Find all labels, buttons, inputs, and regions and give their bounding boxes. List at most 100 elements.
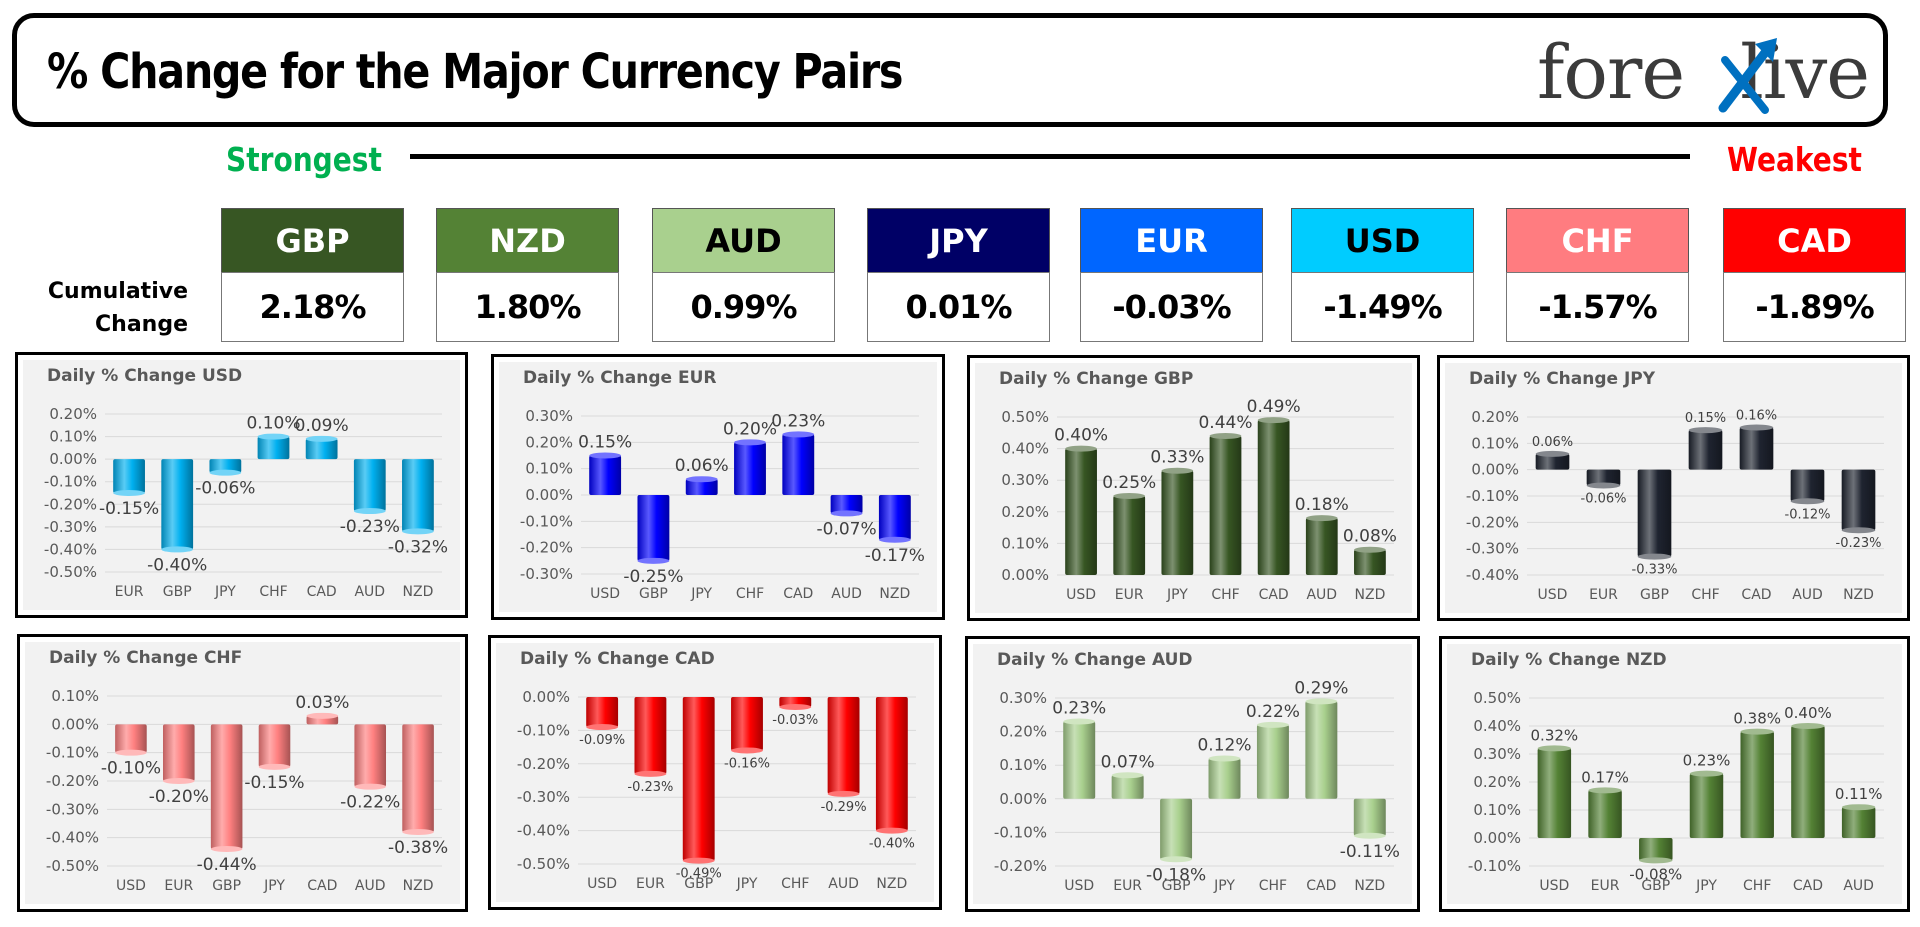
x-tick-label: EUR [1589, 587, 1618, 603]
x-tick-label: GBP [1162, 878, 1191, 894]
bar-cap [1305, 515, 1338, 522]
y-tick-label: 0.00% [1001, 566, 1049, 584]
data-label: -0.18% [1146, 865, 1206, 885]
bar [1739, 427, 1774, 470]
bar-cap [1537, 745, 1572, 752]
weakest-label: Weakest [1727, 140, 1862, 179]
bar-cap [637, 557, 670, 564]
data-label: 0.20% [723, 419, 777, 439]
chart-title: Daily % Change USD [47, 366, 243, 386]
chart-area: Daily % Change JPY 0.20% 0.10% 0.00% -0.10% -… [1445, 363, 1902, 613]
x-tick-label: CAD [307, 878, 337, 894]
bar [354, 724, 387, 787]
y-tick-label: -0.50% [46, 857, 99, 875]
cumulative-value: -1.57% [1506, 272, 1689, 342]
data-label: 0.09% [295, 416, 349, 436]
data-label: -0.49% [676, 867, 722, 882]
bar [402, 459, 434, 532]
chart-title: Daily % Change JPY [1469, 369, 1656, 389]
bar [305, 438, 338, 460]
data-label: 0.06% [675, 456, 729, 476]
y-tick-label: -0.10% [1466, 487, 1519, 505]
chart-title: Daily % Change AUD [997, 650, 1193, 670]
bar-cap [1113, 493, 1146, 499]
data-label: 0.25% [1102, 473, 1156, 493]
bar [1639, 838, 1673, 861]
data-label: 0.06% [1532, 435, 1573, 450]
data-label: -0.06% [1581, 491, 1627, 506]
x-tick-label: CHF [1259, 878, 1287, 894]
x-tick-label: USD [1539, 878, 1569, 894]
y-tick-label: -0.20% [517, 755, 570, 773]
currency-code: CAD [1723, 208, 1906, 272]
x-tick-label: CAD [1259, 587, 1289, 603]
cumulative-label-line1: Cumulative [47, 279, 188, 304]
cumulative-value: 2.18% [221, 272, 404, 342]
chart-title: Daily % Change EUR [523, 368, 717, 388]
y-tick-label: 0.40% [1473, 717, 1521, 735]
x-tick-label: NZD [876, 876, 907, 892]
y-tick-label: -0.10% [44, 473, 97, 491]
data-label: -0.29% [821, 800, 867, 815]
y-tick-label: 0.10% [1001, 534, 1049, 552]
cumulative-value: -1.89% [1723, 272, 1906, 342]
bar-chart: 0.50% 0.40% 0.30% 0.20% 0.10% 0.00% -0.10% 0.32… [1468, 689, 1884, 894]
y-tick-label: -0.30% [46, 800, 99, 818]
bar-chart: 0.20% 0.10% 0.00% -0.10% -0.20% -0.30% -0.40% 0… [1466, 408, 1884, 603]
bar-cap [682, 857, 715, 864]
bar [586, 697, 619, 728]
y-tick-label: 0.00% [49, 450, 97, 468]
data-label: 0.38% [1733, 710, 1781, 728]
x-tick-label: NZD [1355, 587, 1386, 603]
currency-code: NZD [436, 208, 619, 272]
data-label: -0.07% [817, 519, 877, 539]
y-tick-label: -0.50% [517, 855, 570, 873]
bar [161, 459, 194, 550]
data-label: 0.22% [1246, 702, 1300, 722]
y-tick-label: 0.10% [525, 460, 573, 478]
x-tick-label: CHF [259, 584, 287, 600]
x-tick-label: CAD [1741, 587, 1771, 603]
x-tick-label: GBP [1640, 587, 1669, 603]
y-tick-label: 0.40% [1001, 440, 1049, 458]
currency-code: USD [1291, 208, 1474, 272]
bar [1790, 469, 1825, 502]
currency-card-cad: CAD -1.89% [1723, 208, 1906, 342]
x-tick-label: AUD [1843, 878, 1874, 894]
bar [1688, 430, 1723, 470]
x-tick-label: USD [587, 876, 617, 892]
x-tick-label: AUD [1306, 587, 1337, 603]
data-label: -0.32% [388, 537, 448, 557]
x-tick-label: CHF [1743, 878, 1771, 894]
cumulative-value: 1.80% [436, 272, 619, 342]
x-tick-label: CAD [783, 586, 813, 602]
y-tick-label: 0.20% [525, 433, 573, 451]
bar [1537, 748, 1572, 838]
bar-cap [1841, 527, 1876, 534]
y-tick-label: 0.50% [1001, 408, 1049, 426]
bar-cap [1688, 427, 1723, 434]
x-tick-label: AUD [1792, 587, 1823, 603]
cumulative-value: 0.01% [867, 272, 1050, 342]
data-label: -0.44% [197, 855, 257, 875]
data-label: -0.23% [627, 780, 673, 795]
bar-cap [306, 712, 339, 719]
data-label: -0.16% [724, 756, 770, 771]
bar [257, 436, 290, 460]
x-tick-label: NZD [1843, 587, 1874, 603]
bar [1305, 701, 1338, 799]
x-tick-label: USD [116, 878, 146, 894]
bar-cap [634, 770, 667, 777]
header-banner: % Change for the Major Currency Pairs fo… [12, 13, 1888, 127]
data-label: 0.07% [1101, 752, 1155, 772]
x-tick-label: EUR [1115, 587, 1144, 603]
x-tick-label: NZD [879, 586, 910, 602]
chart-panel-usd: Daily % Change USD 0.20% 0.10% 0.00% -0.10% -… [15, 352, 468, 618]
chart-title: Daily % Change GBP [999, 369, 1194, 389]
bar [682, 697, 715, 861]
bar [258, 724, 291, 767]
y-tick-label: 0.50% [1473, 689, 1521, 707]
y-tick-label: -0.40% [1466, 566, 1519, 584]
data-label: -0.06% [195, 479, 255, 499]
bar [162, 724, 195, 781]
